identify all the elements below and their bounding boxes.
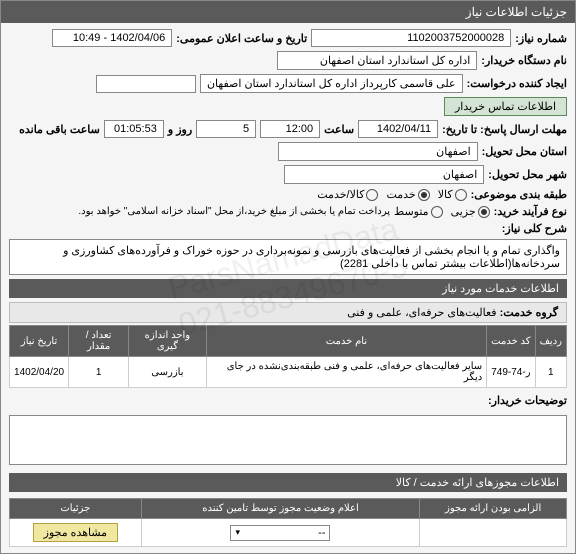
days-label: روز و [168, 123, 192, 136]
announce-label: تاریخ و ساعت اعلان عمومی: [176, 32, 307, 45]
desc-value: واگذاری تمام و یا انجام بخشی از فعالیت‌ه… [9, 239, 567, 275]
creator-label: ایجاد کننده درخواست: [467, 77, 567, 90]
desc-label: شرح کلی نیاز: [502, 222, 567, 235]
td-details: مشاهده مجوز [10, 519, 142, 547]
days-value: 5 [196, 120, 256, 138]
th-date: تاریخ نیاز [10, 326, 69, 357]
need-number-label: شماره نیاز: [515, 32, 567, 45]
th-name: نام خدمت [206, 326, 487, 357]
note-label: توضیحات خریدار: [488, 394, 567, 407]
subject-type-label: طبقه بندی موضوعی: [471, 188, 567, 201]
td-unit: بازرسی [129, 357, 207, 388]
td-row: 1 [535, 357, 566, 388]
buy-type-label: نوع فرآیند خرید: [494, 205, 567, 218]
deadline-label: مهلت ارسال پاسخ: تا تاریخ: [442, 123, 567, 136]
creator-value: علی قاسمی کارپرداز اداره کل استاندارد اس… [200, 74, 463, 93]
td-required [420, 519, 567, 547]
group-value: فعالیت‌های حرفه‌ای، علمی و فنی [347, 307, 496, 319]
th-details: جزئیات [10, 499, 142, 519]
license-section-title: اطلاعات مجوزهای ارائه خدمت / کالا [9, 473, 567, 492]
empty-field [96, 75, 196, 93]
th-row: ردیف [535, 326, 566, 357]
th-unit: واحد اندازه گیری [129, 326, 207, 357]
province-label: استان محل تحویل: [482, 145, 567, 158]
buyer-notes [9, 415, 567, 465]
status-select[interactable]: -- [230, 525, 330, 541]
radio-kala[interactable]: کالا [438, 188, 467, 201]
buyer-value: اداره کل استاندارد استان اصفهان [277, 51, 477, 70]
city-label: شهر محل تحویل: [488, 168, 567, 181]
city-value: اصفهان [284, 165, 484, 184]
license-table: الزامی بودن ارائه مجوز اعلام وضعیت مجوز … [9, 498, 567, 547]
contact-buyer-button[interactable]: اطلاعات تماس خریدار [444, 97, 567, 116]
radio-motevaset[interactable]: متوسط [394, 205, 443, 218]
th-qty: تعداد / مقدار [69, 326, 129, 357]
view-license-button[interactable]: مشاهده مجوز [33, 523, 118, 542]
deadline-time: 12:00 [260, 120, 320, 138]
td-code: ر-74-749 [487, 357, 535, 388]
subject-type-group: کالا خدمت کالا/خدمت [317, 188, 466, 201]
license-row: -- مشاهده مجوز [10, 519, 567, 547]
th-required: الزامی بودن ارائه مجوز [420, 499, 567, 519]
province-value: اصفهان [278, 142, 478, 161]
td-date: 1402/04/20 [10, 357, 69, 388]
deadline-date: 1402/04/11 [358, 120, 438, 138]
th-status: اعلام وضعیت مجوز توسط تامین کننده [141, 499, 420, 519]
table-row: 1 ر-74-749 سایر فعالیت‌های حرفه‌ای، علمی… [10, 357, 567, 388]
th-code: کد خدمت [487, 326, 535, 357]
remain-label: ساعت باقی مانده [19, 123, 100, 136]
radio-jozi[interactable]: جزیی [451, 205, 490, 218]
buyer-label: نام دستگاه خریدار: [481, 54, 567, 67]
radio-both[interactable]: کالا/خدمت [317, 188, 378, 201]
group-label: گروه خدمت: [500, 307, 558, 319]
time-label: ساعت [324, 123, 354, 136]
td-status: -- [141, 519, 420, 547]
announce-value: 1402/04/06 - 10:49 [52, 29, 172, 47]
panel-header: جزئیات اطلاعات نیاز [1, 1, 575, 23]
radio-khadamat[interactable]: خدمت [386, 188, 429, 201]
buy-type-group: جزیی متوسط [394, 205, 490, 218]
services-table: ردیف کد خدمت نام خدمت واحد اندازه گیری ت… [9, 325, 567, 388]
countdown-value: 01:05:53 [104, 120, 164, 138]
td-qty: 1 [69, 357, 129, 388]
need-number-value: 1102003752000028 [311, 29, 511, 47]
services-section-title: اطلاعات خدمات مورد نیاز [9, 279, 567, 298]
buy-note: پرداخت تمام یا بخشی از مبلغ خرید،از محل … [78, 206, 390, 217]
td-name: سایر فعالیت‌های حرفه‌ای، علمی و فنی طبقه… [206, 357, 487, 388]
